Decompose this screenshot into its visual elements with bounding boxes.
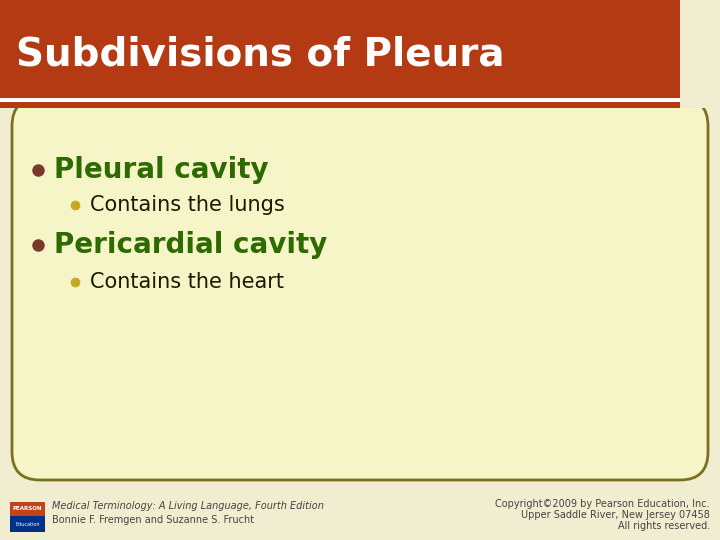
Bar <box>0 98 680 102</box>
Bar <box>0 0 720 108</box>
Bar <box>10 502 45 516</box>
Text: Upper Saddle River, New Jersey 07458: Upper Saddle River, New Jersey 07458 <box>521 510 710 520</box>
Bar <box>10 516 45 532</box>
Text: Contains the lungs: Contains the lungs <box>90 195 284 215</box>
Bar <box>0 0 720 38</box>
Text: Copyright©2009 by Pearson Education, Inc.: Copyright©2009 by Pearson Education, Inc… <box>495 499 710 509</box>
FancyBboxPatch shape <box>0 0 680 108</box>
Bar <box>642 70 680 108</box>
Bar <box>0 0 38 38</box>
Text: Contains the heart: Contains the heart <box>90 272 284 292</box>
Text: Medical Terminology: A Living Language, Fourth Edition: Medical Terminology: A Living Language, … <box>52 501 324 511</box>
Text: All rights reserved.: All rights reserved. <box>618 521 710 531</box>
Text: Pericardial cavity: Pericardial cavity <box>54 231 328 259</box>
Text: Bonnie F. Fremgen and Suzanne S. Frucht: Bonnie F. Fremgen and Suzanne S. Frucht <box>52 515 254 525</box>
Bar <box>642 0 720 38</box>
Text: PEARSON: PEARSON <box>13 507 42 511</box>
Bar <box>0 70 38 108</box>
Bar <box>680 0 720 108</box>
Text: Pleural cavity: Pleural cavity <box>54 156 269 184</box>
Text: Education: Education <box>15 523 40 528</box>
Text: Subdivisions of Pleura: Subdivisions of Pleura <box>16 35 505 73</box>
FancyBboxPatch shape <box>12 98 708 480</box>
Bar <box>642 0 680 38</box>
